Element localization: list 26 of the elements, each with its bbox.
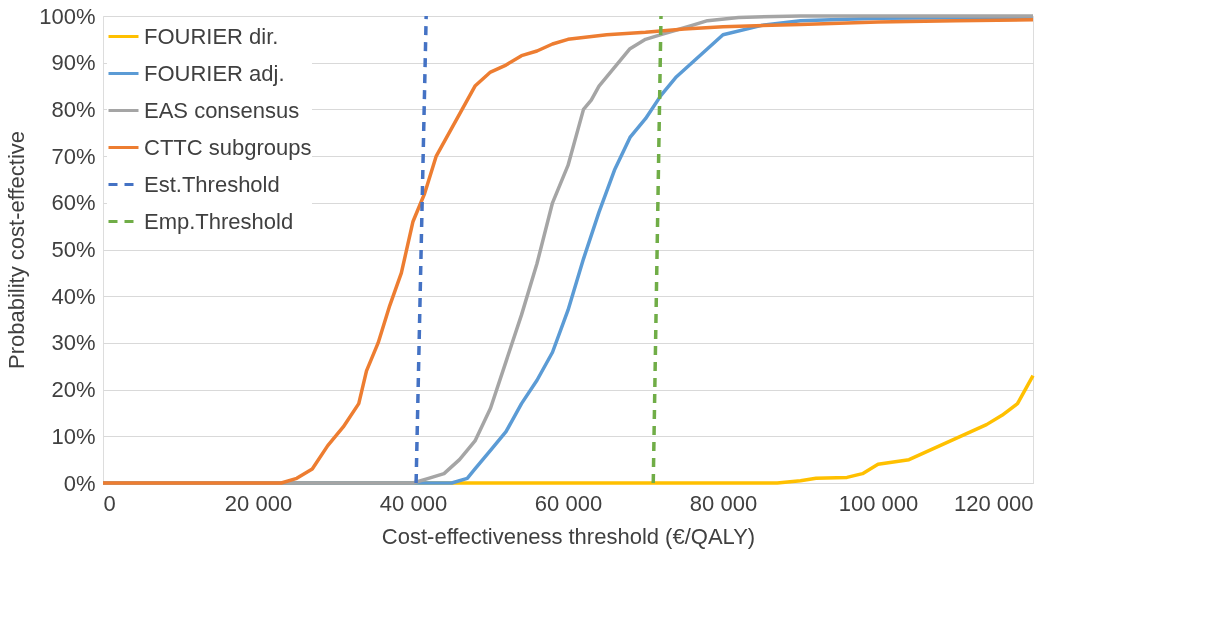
x-tick-label: 60 000 — [534, 490, 603, 516]
x-axis-title: Cost-effectiveness threshold (€/QALY) — [381, 523, 756, 549]
legend-label: FOURIER dir. — [144, 23, 279, 49]
legend-label: FOURIER adj. — [144, 60, 285, 86]
y-axis-title: Probability cost-effective — [4, 130, 30, 370]
legend-label: CTTC subgroups — [144, 134, 312, 160]
legend-label: Emp.Threshold — [144, 208, 294, 234]
x-tick-label: 120 000 — [953, 490, 1034, 516]
x-tick-label: 100 000 — [838, 490, 919, 516]
y-tick-label: 70% — [51, 143, 96, 169]
y-tick-label: 20% — [51, 377, 96, 403]
y-tick-label: 10% — [51, 423, 96, 449]
y-tick-label: 30% — [51, 330, 96, 356]
x-tick-label: 20 000 — [224, 490, 293, 516]
x-tick-label: 40 000 — [379, 490, 448, 516]
y-tick-label: 90% — [51, 50, 96, 76]
y-tick-label: 80% — [51, 96, 96, 122]
y-tick-label: 50% — [51, 237, 96, 262]
y-tick-label: 60% — [51, 190, 96, 216]
x-tick-label: 0 — [103, 490, 116, 516]
y-tick-label: 40% — [51, 283, 96, 309]
legend-label: EAS consensus — [144, 97, 300, 123]
y-tick-label: 0% — [63, 470, 96, 496]
y-tick-label: 100% — [39, 3, 96, 29]
legend-label: Est.Threshold — [144, 171, 280, 197]
x-tick-label: 80 000 — [689, 490, 758, 516]
